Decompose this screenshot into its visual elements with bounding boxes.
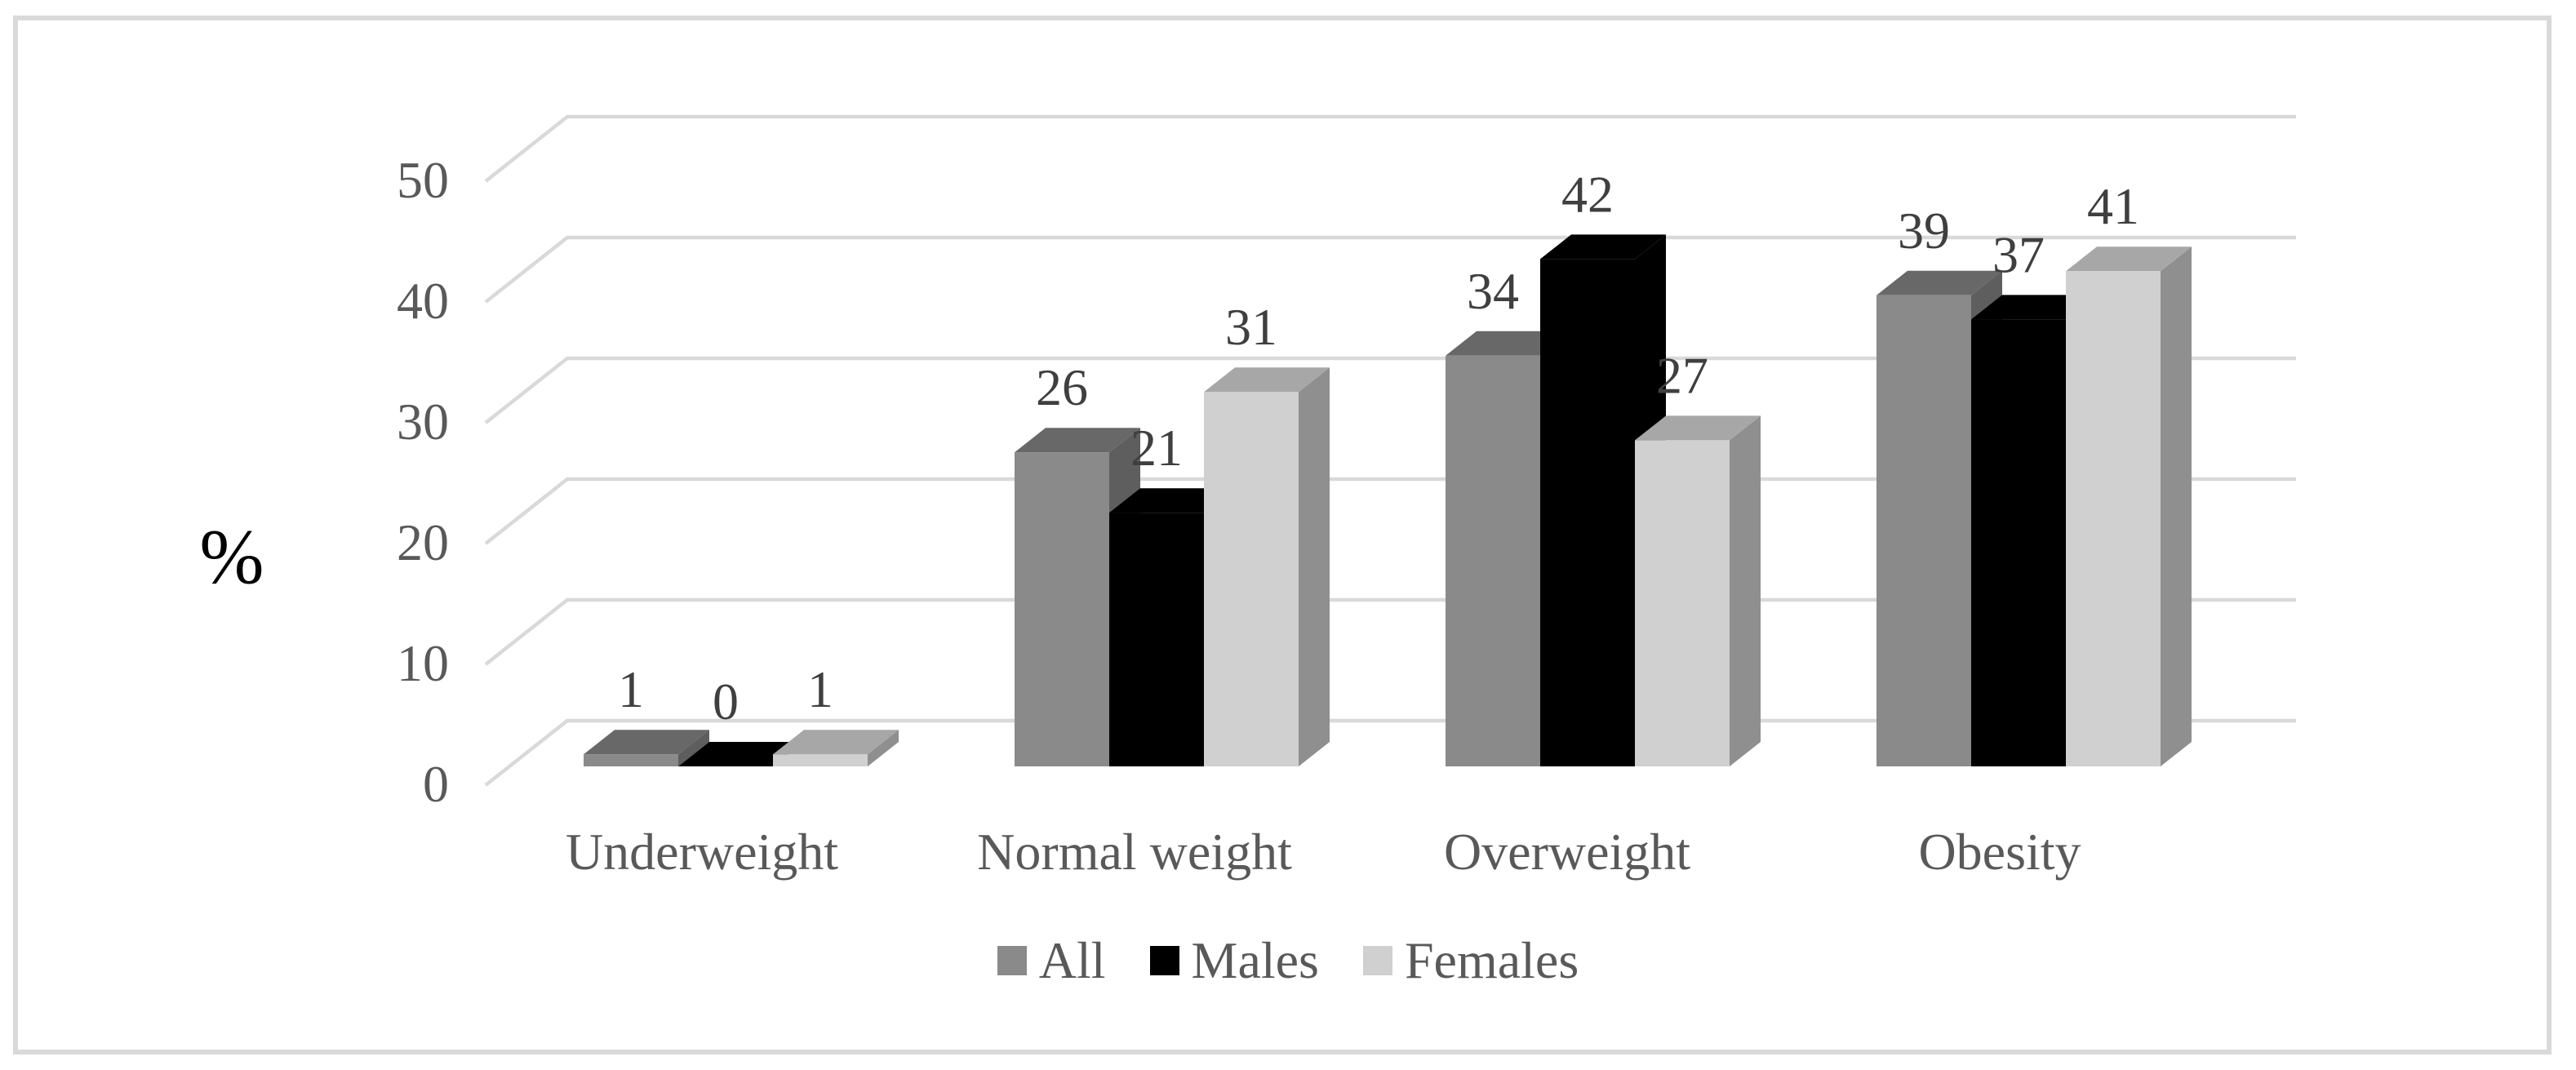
bar-females-normal-weight-side: [1299, 367, 1330, 766]
gridline: [484, 235, 2296, 304]
data-label: 37: [1992, 225, 2045, 283]
bar-females-normal-weight-top: [1204, 367, 1330, 393]
y-axis-tick-label: 30: [397, 393, 449, 451]
bar-all-underweight: [584, 754, 678, 766]
bar-males-normal-weight: [1109, 513, 1204, 766]
bar-females-obesity-side: [2161, 246, 2192, 766]
y-axis-tick-label: 0: [423, 755, 449, 813]
bar-all-underweight-top: [584, 730, 709, 755]
category-label-underweight: Underweight: [565, 823, 839, 881]
legend-item-males: Males: [1149, 931, 1319, 989]
bars: [584, 234, 2192, 766]
bar-all-obesity: [1876, 295, 1971, 766]
y-axis-tick-label: 10: [397, 634, 449, 692]
bar-females-underweight-side: [868, 730, 899, 766]
bar-females-overweight: [1635, 440, 1730, 766]
bar-females-overweight-top: [1635, 415, 1761, 441]
bar-males-overweight: [1540, 259, 1635, 766]
bar-males-overweight-top: [1540, 234, 1666, 260]
data-label: 39: [1898, 202, 1950, 260]
legend-swatch-males: [1149, 946, 1179, 975]
bar-females-obesity: [2066, 271, 2161, 766]
legend: All Males Females: [0, 927, 2576, 994]
data-label: 0: [713, 673, 739, 730]
bar-males-normal-weight-top: [1109, 488, 1235, 513]
bar-all-normal-weight-top: [1015, 428, 1140, 453]
y-axis-tick-label: 20: [397, 513, 449, 571]
bar-all-overweight-top: [1446, 331, 1571, 356]
bar-females-overweight-side: [1730, 415, 1761, 766]
bar-all-normal-weight: [1015, 452, 1109, 766]
data-label: 34: [1467, 262, 1519, 320]
data-label: 21: [1130, 419, 1183, 477]
bar-all-overweight: [1446, 355, 1540, 766]
legend-label-females: Females: [1404, 931, 1579, 989]
category-label-normal-weight: Normal weight: [977, 823, 1292, 881]
data-label: 42: [1561, 165, 1614, 223]
legend-label-males: Males: [1191, 931, 1319, 989]
data-label: 27: [1656, 346, 1708, 404]
data-label: 26: [1036, 358, 1088, 416]
bar-all-obesity-top: [1876, 270, 2002, 295]
bar-females-normal-weight: [1204, 392, 1299, 766]
gridline: [484, 114, 2296, 183]
y-axis-title: %: [199, 513, 264, 600]
bar-females-obesity-top: [2066, 246, 2192, 272]
data-label: 31: [1225, 298, 1277, 356]
bar-males-obesity-top: [1971, 295, 2097, 320]
bar-females-underweight: [773, 754, 868, 766]
bar-females-underweight-top: [773, 730, 899, 755]
data-labels: 1 0 1 26 21 31 34 42 27 39 37 41: [618, 165, 2139, 730]
bar-males-obesity: [1971, 319, 2066, 766]
data-label: 1: [807, 660, 833, 718]
y-axis-tick-label: 50: [397, 151, 449, 209]
legend-label-all: All: [1038, 931, 1106, 989]
category-label-overweight: Overweight: [1443, 823, 1691, 881]
category-label-obesity: Obesity: [1918, 823, 2081, 881]
data-label: 41: [2087, 177, 2139, 235]
y-axis-tick-label: 40: [397, 272, 449, 330]
legend-item-females: Females: [1362, 931, 1579, 989]
bar-all-underweight-side: [678, 730, 709, 766]
data-label: 1: [618, 660, 644, 718]
legend-item-all: All: [997, 934, 1106, 988]
bar-males-underweight-top: [678, 742, 804, 766]
gridline: [484, 356, 2296, 424]
legend-swatch-females: [1362, 946, 1392, 975]
legend-swatch-all: [997, 946, 1027, 975]
